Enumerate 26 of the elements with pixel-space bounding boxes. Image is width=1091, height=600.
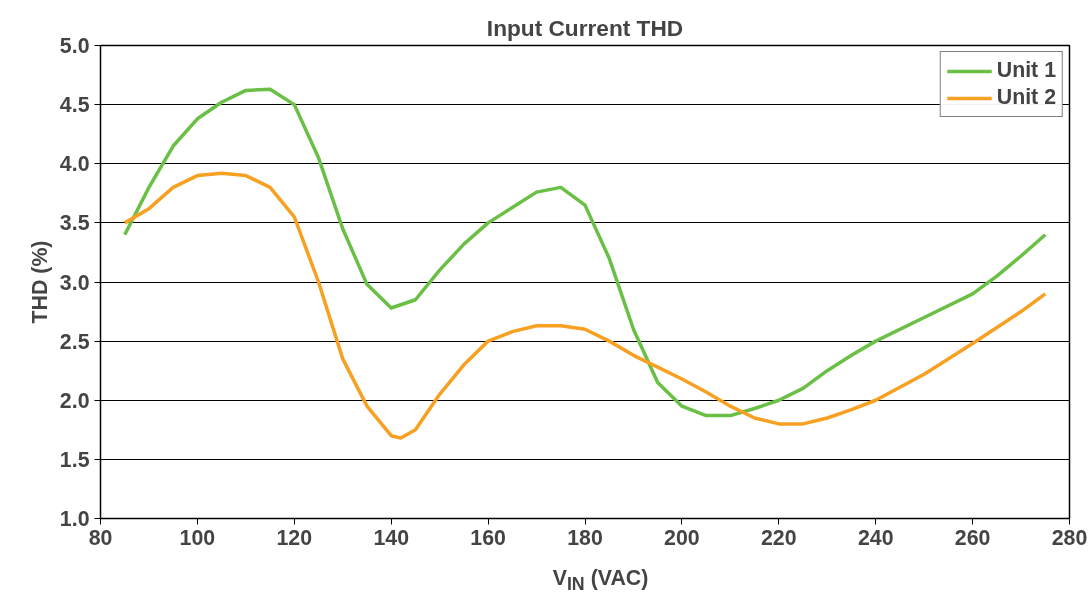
x-tick-label: 240 — [857, 525, 894, 550]
y-tick-label: 2.5 — [59, 329, 90, 354]
x-tick-label: 260 — [954, 525, 991, 550]
x-tick-label: 200 — [664, 525, 700, 550]
x-axis-title: V$_{IN}$ (VAC) — [552, 565, 649, 597]
legend-label: Unit 1 — [996, 58, 1056, 83]
x-tick-label: 180 — [567, 525, 603, 550]
y-tick-label: 3.5 — [59, 211, 90, 236]
y-tick-label: 2.0 — [59, 388, 90, 413]
x-tick-label: 220 — [761, 525, 797, 550]
line-series — [122, 171, 1048, 440]
legend-label: Unit 2 — [996, 85, 1056, 110]
y-tick-label: 1.0 — [59, 507, 90, 531]
y-tick-label: 3.0 — [59, 270, 90, 295]
y-tick-label: 1.5 — [59, 447, 90, 472]
x-tick-label: 280 — [1051, 525, 1088, 550]
x-tick-label: 160 — [470, 525, 506, 550]
x-tick-label: 80 — [88, 525, 113, 550]
y-tick-label: 4.0 — [59, 152, 90, 177]
y-tick-label: 5.0 — [59, 34, 90, 58]
x-tick-label: 140 — [373, 525, 409, 550]
y-tick-label: 4.5 — [59, 93, 90, 118]
chart-title: Input Current THD — [486, 14, 684, 41]
x-tick-label: 100 — [179, 525, 216, 550]
y-axis-title: THD (%) — [27, 240, 52, 324]
x-tick-label: 120 — [276, 525, 313, 550]
